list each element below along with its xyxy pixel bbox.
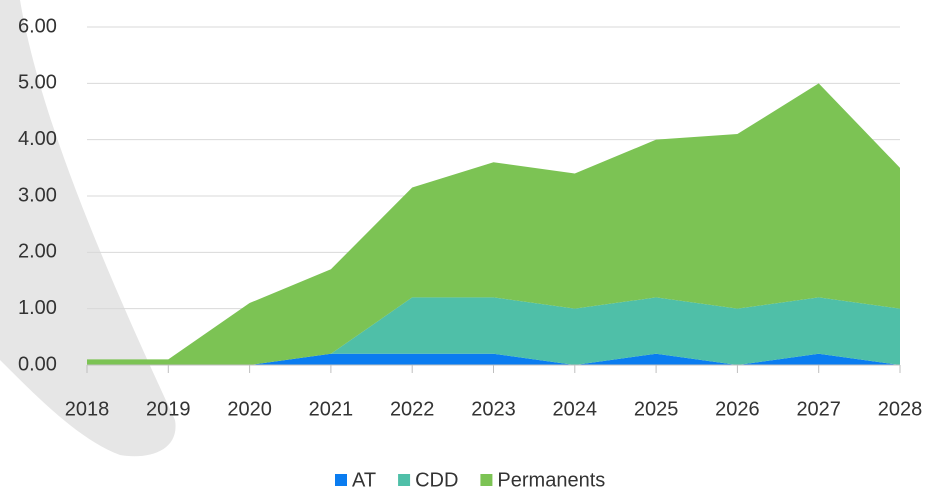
x-tick-label: 2022 [390,398,435,420]
legend-swatch [335,474,347,486]
area [87,83,900,365]
legend-label: Permanents [497,469,605,491]
x-tick-label: 2028 [878,398,923,420]
x-tick-label: 2019 [146,398,191,420]
legend-swatch [480,474,493,486]
y-tick-label: 4.00 [18,128,57,150]
x-tick-label: 2027 [796,398,841,420]
legend-swatch [398,474,411,486]
x-tick-label: 2026 [715,398,760,420]
x-tick-label: 2018 [65,398,110,420]
x-tick-label: 2020 [227,398,272,420]
decorative-swoosh [0,0,176,457]
y-tick-label: 1.00 [18,297,57,319]
x-tick-label: 2021 [309,398,354,420]
y-tick-label: 5.00 [18,72,57,94]
y-tick-label: 0.00 [18,353,57,375]
x-tick-label: 2025 [634,398,679,420]
x-tick-label: 2024 [553,398,598,420]
legend-label: AT [352,469,376,491]
x-tick-label: 2023 [471,398,516,420]
legend-label: CDD [415,469,458,491]
area [87,297,900,365]
y-tick-label: 6.00 [18,15,57,37]
y-tick-label: 2.00 [18,241,57,263]
area [87,353,900,365]
y-tick-label: 3.00 [18,184,57,206]
